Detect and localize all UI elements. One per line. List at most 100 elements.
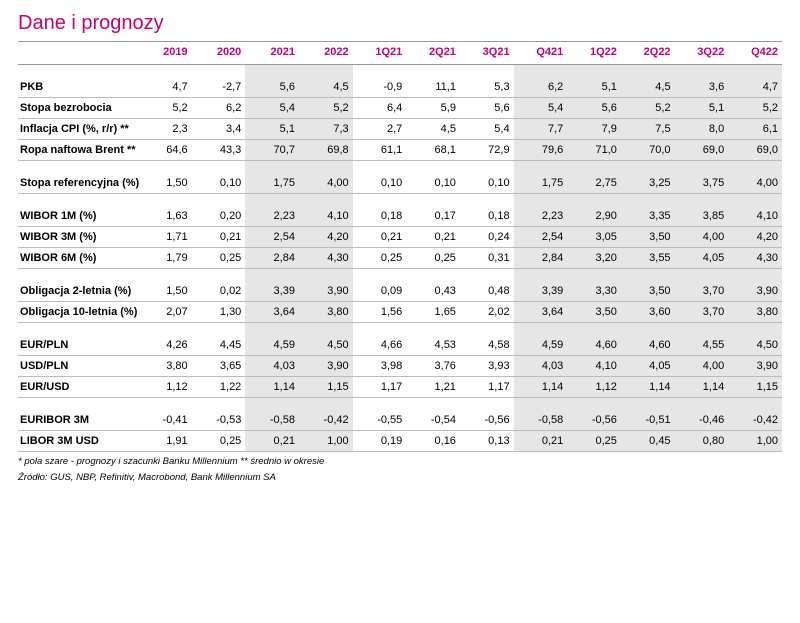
cell: 0,21 xyxy=(192,227,246,248)
cell: 3,64 xyxy=(245,302,299,323)
cell: 3,20 xyxy=(567,248,621,269)
cell: -0,53 xyxy=(192,410,246,431)
cell: 2,90 xyxy=(567,206,621,227)
cell: 4,5 xyxy=(299,77,353,98)
spacer-row xyxy=(18,65,782,78)
cell: 2,84 xyxy=(514,248,568,269)
cell: 72,9 xyxy=(460,140,514,161)
cell: 2,7 xyxy=(353,119,407,140)
col-header: Q421 xyxy=(514,42,568,65)
page-title: Dane i prognozy xyxy=(18,12,782,35)
cell: 4,03 xyxy=(245,356,299,377)
cell: 1,15 xyxy=(728,377,782,398)
cell: 2,07 xyxy=(138,302,192,323)
col-header: 2022 xyxy=(299,42,353,65)
cell: 1,22 xyxy=(192,377,246,398)
cell: 3,4 xyxy=(192,119,246,140)
cell: 1,56 xyxy=(353,302,407,323)
cell: 4,66 xyxy=(353,335,407,356)
spacer-row xyxy=(18,398,782,411)
cell: 7,7 xyxy=(514,119,568,140)
cell: 3,39 xyxy=(514,281,568,302)
cell: 1,75 xyxy=(245,173,299,194)
cell: 5,3 xyxy=(460,77,514,98)
cell: 2,75 xyxy=(567,173,621,194)
row-label: LIBOR 3M USD xyxy=(18,431,138,452)
spacer-row xyxy=(18,323,782,336)
cell: 4,7 xyxy=(728,77,782,98)
table-row: Obligacja 2-letnia (%)1,500,023,393,900,… xyxy=(18,281,782,302)
cell: 3,80 xyxy=(299,302,353,323)
cell: 2,84 xyxy=(245,248,299,269)
cell: 3,70 xyxy=(675,302,729,323)
cell: 3,35 xyxy=(621,206,675,227)
cell: 69,0 xyxy=(675,140,729,161)
row-label: EURIBOR 3M xyxy=(18,410,138,431)
cell: 2,02 xyxy=(460,302,514,323)
cell: 3,70 xyxy=(675,281,729,302)
cell: 71,0 xyxy=(567,140,621,161)
cell: 0,18 xyxy=(353,206,407,227)
col-header: 3Q21 xyxy=(460,42,514,65)
row-label: WIBOR 3M (%) xyxy=(18,227,138,248)
col-header: Q422 xyxy=(728,42,782,65)
cell: 0,10 xyxy=(460,173,514,194)
cell: -0,42 xyxy=(728,410,782,431)
row-label: Obligacja 10-letnia (%) xyxy=(18,302,138,323)
cell: 0,20 xyxy=(192,206,246,227)
cell: 0,24 xyxy=(460,227,514,248)
cell: 4,60 xyxy=(621,335,675,356)
cell: 3,30 xyxy=(567,281,621,302)
spacer-row xyxy=(18,161,782,174)
cell: 5,2 xyxy=(621,98,675,119)
cell: 4,10 xyxy=(299,206,353,227)
col-header xyxy=(18,42,138,65)
cell: 69,8 xyxy=(299,140,353,161)
cell: -0,51 xyxy=(621,410,675,431)
cell: 0,17 xyxy=(406,206,460,227)
cell: 0,21 xyxy=(406,227,460,248)
table-row: EURIBOR 3M-0,41-0,53-0,58-0,42-0,55-0,54… xyxy=(18,410,782,431)
cell: 4,20 xyxy=(299,227,353,248)
cell: 11,1 xyxy=(406,77,460,98)
cell: 4,50 xyxy=(728,335,782,356)
footnote-2: Źródło: GUS, NBP, Refinitiv, Macrobond, … xyxy=(18,472,782,484)
cell: -0,56 xyxy=(567,410,621,431)
footnote-1: * pola szare - prognozy i szacunki Banku… xyxy=(18,456,782,468)
cell: 2,54 xyxy=(245,227,299,248)
cell: 0,10 xyxy=(192,173,246,194)
cell: 4,59 xyxy=(245,335,299,356)
cell: 70,7 xyxy=(245,140,299,161)
cell: 5,1 xyxy=(245,119,299,140)
cell: 4,05 xyxy=(675,248,729,269)
cell: 5,1 xyxy=(675,98,729,119)
cell: 4,5 xyxy=(406,119,460,140)
cell: 0,10 xyxy=(353,173,407,194)
col-header: 2020 xyxy=(192,42,246,65)
col-header: 3Q22 xyxy=(675,42,729,65)
table-row: WIBOR 6M (%)1,790,252,844,300,250,250,31… xyxy=(18,248,782,269)
cell: 4,59 xyxy=(514,335,568,356)
row-label: Ropa naftowa Brent ** xyxy=(18,140,138,161)
cell: 3,50 xyxy=(621,227,675,248)
cell: 1,14 xyxy=(621,377,675,398)
cell: -0,55 xyxy=(353,410,407,431)
cell: 7,9 xyxy=(567,119,621,140)
cell: -0,58 xyxy=(245,410,299,431)
cell: 0,09 xyxy=(353,281,407,302)
cell: 0,13 xyxy=(460,431,514,452)
cell: 1,50 xyxy=(138,173,192,194)
cell: 1,14 xyxy=(514,377,568,398)
cell: 6,2 xyxy=(514,77,568,98)
cell: 2,3 xyxy=(138,119,192,140)
table-row: EUR/PLN4,264,454,594,504,664,534,584,594… xyxy=(18,335,782,356)
cell: 3,64 xyxy=(514,302,568,323)
cell: 4,03 xyxy=(514,356,568,377)
cell: 0,02 xyxy=(192,281,246,302)
cell: 0,19 xyxy=(353,431,407,452)
cell: 0,25 xyxy=(567,431,621,452)
cell: -0,58 xyxy=(514,410,568,431)
cell: 1,12 xyxy=(567,377,621,398)
cell: 5,2 xyxy=(138,98,192,119)
cell: -0,56 xyxy=(460,410,514,431)
